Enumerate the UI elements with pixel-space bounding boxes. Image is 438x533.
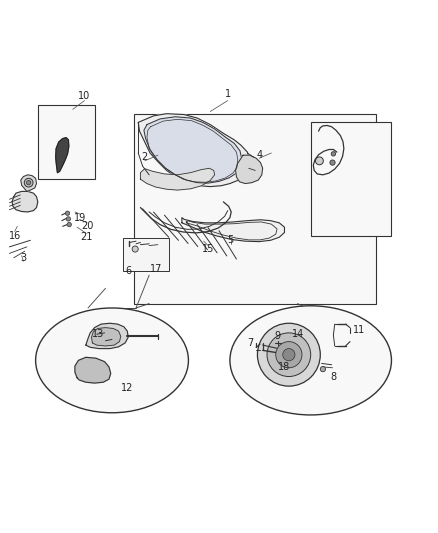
Text: 13: 13 bbox=[92, 329, 104, 339]
Polygon shape bbox=[138, 114, 250, 187]
Circle shape bbox=[330, 160, 335, 165]
Text: 7: 7 bbox=[247, 338, 254, 348]
Bar bbox=[134, 114, 376, 304]
Polygon shape bbox=[182, 217, 285, 241]
Text: 9: 9 bbox=[275, 332, 281, 341]
Circle shape bbox=[258, 323, 320, 386]
Text: 14: 14 bbox=[292, 329, 304, 339]
Polygon shape bbox=[144, 117, 242, 183]
Circle shape bbox=[276, 342, 302, 368]
Text: 5: 5 bbox=[228, 235, 234, 245]
Text: 2: 2 bbox=[141, 152, 148, 163]
Circle shape bbox=[67, 222, 71, 227]
Bar bbox=[311, 123, 392, 236]
Circle shape bbox=[331, 152, 336, 156]
Polygon shape bbox=[86, 323, 128, 349]
Text: 6: 6 bbox=[125, 266, 131, 276]
Text: 12: 12 bbox=[121, 383, 134, 393]
Polygon shape bbox=[92, 328, 121, 346]
Bar bbox=[38, 105, 95, 179]
Text: 4: 4 bbox=[256, 150, 262, 160]
Text: 11: 11 bbox=[353, 325, 365, 335]
Text: 21: 21 bbox=[80, 232, 92, 242]
Text: 18: 18 bbox=[278, 362, 290, 372]
Circle shape bbox=[315, 157, 323, 165]
Circle shape bbox=[283, 349, 295, 361]
Text: 20: 20 bbox=[81, 221, 93, 231]
Polygon shape bbox=[141, 168, 215, 190]
Polygon shape bbox=[75, 357, 111, 383]
Circle shape bbox=[320, 367, 325, 372]
Polygon shape bbox=[21, 175, 36, 191]
Circle shape bbox=[65, 211, 70, 215]
Text: 17: 17 bbox=[149, 264, 162, 273]
Text: 8: 8 bbox=[330, 372, 336, 382]
Ellipse shape bbox=[230, 306, 392, 415]
Circle shape bbox=[66, 217, 71, 221]
Circle shape bbox=[132, 246, 138, 252]
Bar bbox=[123, 238, 169, 271]
Ellipse shape bbox=[35, 308, 188, 413]
Text: 19: 19 bbox=[74, 213, 86, 223]
Text: 3: 3 bbox=[20, 253, 26, 263]
Circle shape bbox=[267, 333, 311, 376]
Text: 10: 10 bbox=[78, 91, 91, 101]
Circle shape bbox=[24, 179, 33, 187]
Polygon shape bbox=[236, 155, 263, 183]
Text: 15: 15 bbox=[202, 244, 214, 254]
Polygon shape bbox=[12, 191, 38, 212]
Text: 1: 1 bbox=[225, 89, 231, 99]
Text: 16: 16 bbox=[9, 231, 21, 241]
Circle shape bbox=[26, 181, 31, 185]
Polygon shape bbox=[56, 138, 69, 173]
